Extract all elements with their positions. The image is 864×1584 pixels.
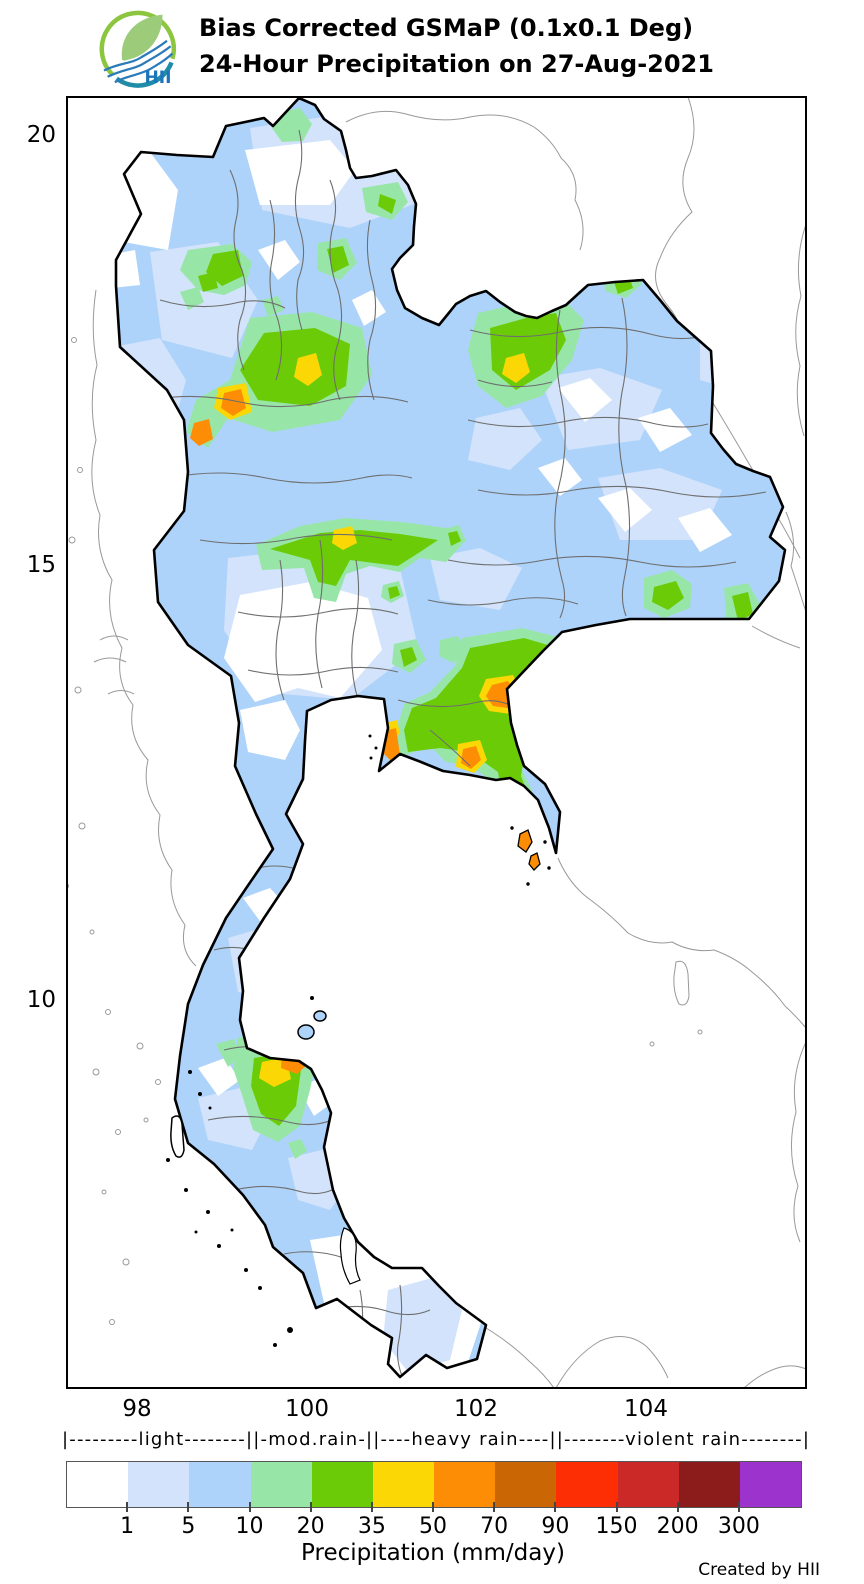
colorbar-segment (67, 1462, 129, 1507)
colorbar-tick-label: 300 (717, 1514, 760, 1539)
phuket (170, 1115, 185, 1158)
colorbar (66, 1461, 802, 1508)
province-borders (149, 129, 767, 1377)
lon-tick-102: 102 (454, 1396, 498, 1422)
colorbar-segment (128, 1462, 190, 1507)
colorbar-title: Precipitation (mm/day) (301, 1540, 565, 1566)
map-frame (66, 96, 807, 1389)
lat-tick-20: 20 (26, 122, 56, 148)
ko-phangan (313, 1010, 327, 1022)
colorbar-tick (615, 1502, 618, 1512)
laos-cambodia-border (751, 511, 805, 649)
colorbar-segment (495, 1462, 557, 1507)
lon-tick-98: 98 (122, 1396, 152, 1422)
colorbar-tick-label: 200 (656, 1514, 699, 1539)
logo-wave-icon (103, 39, 168, 72)
myanmar-estuaries (93, 635, 135, 695)
logo-wave-icon (114, 52, 174, 84)
colorbar-tick-label: 90 (541, 1514, 570, 1539)
ko-tao (310, 996, 314, 1000)
vietnam-coast (795, 225, 805, 437)
vietnam-lower-coast (790, 1043, 805, 1243)
ko-chang (517, 829, 533, 853)
colorbar-tick (126, 1502, 129, 1512)
colorbar-tick-label: 5 (181, 1514, 196, 1539)
colorbar-segment (617, 1462, 679, 1507)
malaysia-lines (485, 1327, 805, 1387)
ko-kut (528, 852, 541, 871)
header-titles: Bias Corrected GSMaP (0.1x0.1 Deg) 24-Ho… (199, 10, 714, 82)
lat-tick-15: 15 (26, 552, 56, 578)
neighbor-borders (68, 98, 805, 1387)
colorbar-segment (311, 1462, 373, 1507)
colorbar-tick (676, 1502, 679, 1512)
logo-wave-icon (107, 45, 172, 78)
colorbar-segment (250, 1462, 312, 1507)
title-line-1: Bias Corrected GSMaP (0.1x0.1 Deg) (199, 14, 694, 42)
colorbar-tick-label: 35 (357, 1514, 386, 1539)
precip-layers (116, 108, 767, 1377)
colorbar-tick-label: 20 (296, 1514, 325, 1539)
colorbar-tick-label: 10 (235, 1514, 264, 1539)
credit-text: Created by HII (698, 1560, 820, 1580)
colorbar-tick (493, 1502, 496, 1512)
precip-moderate2-patches (198, 194, 753, 1126)
colorbar-tick (737, 1502, 740, 1512)
colorbar-tick (370, 1502, 373, 1512)
title-line-2: 24-Hour Precipitation on 27-Aug-2021 (199, 50, 714, 78)
colorbar-segment (739, 1462, 802, 1507)
lat-tick-10: 10 (26, 987, 56, 1013)
colorbar-tick (554, 1502, 557, 1512)
rain-class-line: |---------light--------||-mod.rain-||---… (62, 1429, 811, 1450)
cambodia-coastline (557, 857, 805, 1028)
andaman-islets (68, 337, 703, 1325)
hii-logo: HII (99, 10, 177, 88)
logo-text: HII (145, 68, 172, 88)
colorbar-tick (309, 1502, 312, 1512)
logo-green-arc (99, 10, 177, 77)
colorbar-tick (248, 1502, 251, 1512)
lon-tick-100: 100 (285, 1396, 329, 1422)
colorbar-tick-label: 70 (480, 1514, 509, 1539)
logo-leaf (121, 14, 163, 61)
songkhla-lake (339, 1227, 361, 1285)
colorbar-segment (556, 1462, 618, 1507)
islands (166, 734, 551, 1347)
lon-tick-104: 104 (624, 1396, 668, 1422)
colorbar-tick-label: 50 (419, 1514, 447, 1539)
phu-quoc-island (673, 960, 690, 1006)
laos-border-north (345, 110, 584, 251)
colorbar-segment (372, 1462, 435, 1507)
colorbar-tick (187, 1502, 190, 1512)
colorbar-tick-label: 150 (595, 1514, 638, 1539)
colorbar-segment (678, 1462, 740, 1507)
colorbar-segment (434, 1462, 496, 1507)
ko-samui (297, 1024, 315, 1040)
colorbar-tick (432, 1502, 434, 1512)
small-islets (166, 734, 551, 1347)
logo-teal-arc (115, 61, 174, 88)
colorbar-tick-label: 1 (120, 1514, 135, 1539)
colorbar-segment (189, 1462, 251, 1507)
precipitation-map (66, 96, 807, 1389)
